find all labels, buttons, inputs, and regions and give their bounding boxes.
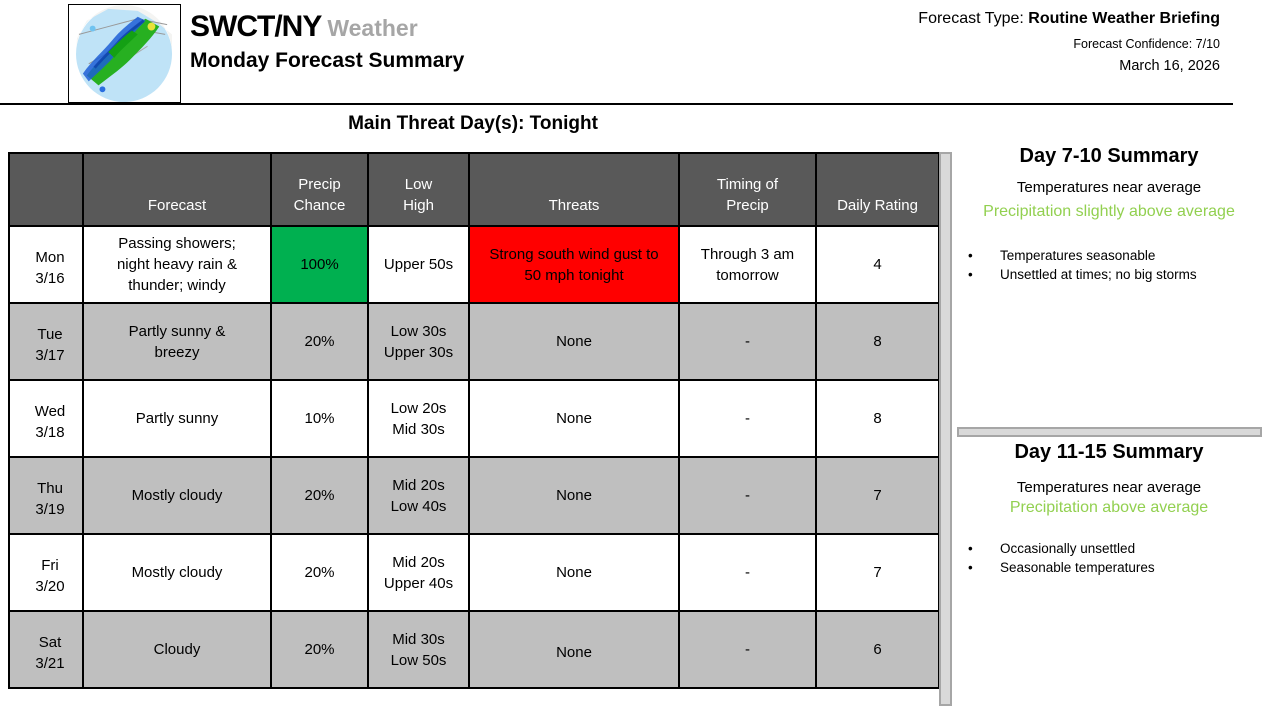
timing-cell: - (678, 456, 817, 535)
table-row-sat: Sat 3/21 Cloudy 20% Mid 30s Low 50s None -… (8, 610, 940, 689)
brand-name: SWCT/NY (190, 10, 322, 43)
table-row-wed: Wed 3/18 Partly sunny 10% Low 20s Mid 30s … (8, 379, 940, 458)
bullet-text: Seasonable temperatures (1000, 560, 1155, 576)
day-cell: Wed 3/18 (8, 379, 84, 458)
col-header-forecast: Forecast (82, 152, 272, 227)
precip-chance-cell-highlight: 100% (270, 225, 369, 304)
daily-rating-cell: 7 (815, 456, 940, 535)
table-row-mon: Mon 3/16 Passing showers; night heavy rai… (8, 225, 940, 304)
day-cell: Mon 3/16 (8, 225, 84, 304)
forecast-table: Forecast Precip Chance Low High Threats Ti… (8, 152, 940, 689)
header-divider (0, 103, 1233, 105)
precip-chance-cell: 20% (270, 610, 369, 689)
horizontal-scrollbar[interactable] (957, 427, 1262, 437)
threats-cell: None (468, 456, 680, 535)
day-cell: Thu 3/19 (8, 456, 84, 535)
brand-suffix: Weather (327, 15, 418, 41)
brand-logo (68, 4, 181, 103)
col-header-threats: Threats (468, 152, 680, 227)
radar-map-icon (69, 5, 180, 102)
bullet-icon: • (968, 267, 973, 283)
low-high-cell: Low 30s Upper 30s (367, 302, 470, 381)
forecast-cell: Mostly cloudy (82, 533, 272, 612)
bullet-item: • Temperatures seasonable (968, 246, 1266, 265)
low-high-cell: Low 20s Mid 30s (367, 379, 470, 458)
bullet-text: Unsettled at times; no big storms (1000, 267, 1197, 283)
timing-cell: Through 3 am tomorrow (678, 225, 817, 304)
daily-rating-cell: 7 (815, 533, 940, 612)
timing-cell: - (678, 533, 817, 612)
precip-chance-cell: 20% (270, 533, 369, 612)
summary-precip-line: Precipitation slightly above average (983, 203, 1235, 220)
bullet-item: • Unsettled at times; no big storms (968, 265, 1266, 284)
col-header-precip-chance: Precip Chance (270, 152, 369, 227)
day-cell: Tue 3/17 (8, 302, 84, 381)
day-cell: Fri 3/20 (8, 533, 84, 612)
summary-title: Day 11-15 Summary (1014, 441, 1204, 463)
main-threat-heading: Main Threat Day(s): Tonight (348, 113, 598, 134)
low-high-cell: Upper 50s (367, 225, 470, 304)
forecast-type-line: Forecast Type: Routine Weather Briefing (918, 10, 1220, 28)
daily-rating-cell: 8 (815, 302, 940, 381)
bullet-icon: • (968, 541, 973, 556)
threats-cell: None (468, 379, 680, 458)
col-header-daily-rating: Daily Rating (815, 152, 940, 227)
brand-block: SWCT/NY Weather Monday Forecast Summary (190, 10, 464, 73)
vertical-scrollbar[interactable] (939, 152, 952, 706)
timing-cell: - (678, 302, 817, 381)
forecast-cell: Cloudy (82, 610, 272, 689)
forecast-cell: Passing showers; night heavy rain & thun… (82, 225, 272, 304)
col-header-timing: Timing of Precip (678, 152, 817, 227)
threats-cell: None (468, 610, 680, 689)
summary-precip-line: Precipitation above average (1009, 499, 1209, 516)
forecast-cell: Mostly cloudy (82, 456, 272, 535)
threats-cell: None (468, 533, 680, 612)
daily-rating-cell: 6 (815, 610, 940, 689)
forecast-cell: Partly sunny (82, 379, 272, 458)
day-cell: Sat 3/21 (8, 610, 84, 689)
timing-cell: - (678, 379, 817, 458)
bullet-text: Occasionally unsettled (1000, 541, 1136, 556)
table-row-thu: Thu 3/19 Mostly cloudy 20% Mid 20s Low 40s… (8, 456, 940, 535)
bullet-icon: • (968, 248, 973, 263)
day-11-15-summary: Day 11-15 Summary Temperatures near aver… (952, 441, 1266, 577)
brand-title: SWCT/NY Weather (190, 10, 464, 44)
precip-chance-cell: 20% (270, 456, 369, 535)
summary-bullet-list: • Temperatures seasonable • Unsettled at t… (952, 246, 1266, 284)
day-7-10-summary: Day 7-10 Summary Temperatures near avera… (952, 145, 1266, 284)
timing-cell: - (678, 610, 817, 689)
summary-temps-line: Temperatures near average (1016, 179, 1202, 196)
forecast-confidence: Forecast Confidence: 7/10 (1073, 37, 1220, 51)
precip-chance-cell: 10% (270, 379, 369, 458)
bullet-text: Temperatures seasonable (1000, 248, 1156, 263)
precip-chance-cell: 20% (270, 302, 369, 381)
col-header-low-high: Low High (367, 152, 470, 227)
low-high-cell: Mid 20s Upper 40s (367, 533, 470, 612)
header-info: Forecast Type: Routine Weather Briefing … (918, 10, 1220, 74)
bullet-icon: • (968, 560, 973, 576)
slide-subtitle: Monday Forecast Summary (190, 49, 465, 72)
briefing-date: March 16, 2026 (1119, 58, 1220, 74)
threats-cell-highlight: Strong south wind gust to 50 mph tonight (468, 225, 680, 304)
table-row-fri: Fri 3/20 Mostly cloudy 20% Mid 20s Upper 4… (8, 533, 940, 612)
col-header-day (8, 152, 84, 227)
forecast-cell: Partly sunny & breezy (82, 302, 272, 381)
forecast-type-value: Routine Weather Briefing (1028, 10, 1220, 27)
table-header-row: Forecast Precip Chance Low High Threats Ti… (8, 152, 940, 227)
daily-rating-cell: 8 (815, 379, 940, 458)
daily-rating-cell: 4 (815, 225, 940, 304)
forecast-type-label: Forecast Type: (918, 10, 1029, 27)
low-high-cell: Mid 20s Low 40s (367, 456, 470, 535)
bullet-item: • Occasionally unsettled (968, 539, 1266, 558)
summary-title: Day 7-10 Summary (1019, 145, 1199, 167)
summary-temps-line: Temperatures near average (1016, 479, 1202, 496)
table-row-tue: Tue 3/17 Partly sunny & breezy 20% Low 30… (8, 302, 940, 381)
low-high-cell: Mid 30s Low 50s (367, 610, 470, 689)
bullet-item: • Seasonable temperatures (968, 558, 1266, 577)
threats-cell: None (468, 302, 680, 381)
summary-bullet-list: • Occasionally unsettled • Seasonable temp… (952, 539, 1266, 577)
